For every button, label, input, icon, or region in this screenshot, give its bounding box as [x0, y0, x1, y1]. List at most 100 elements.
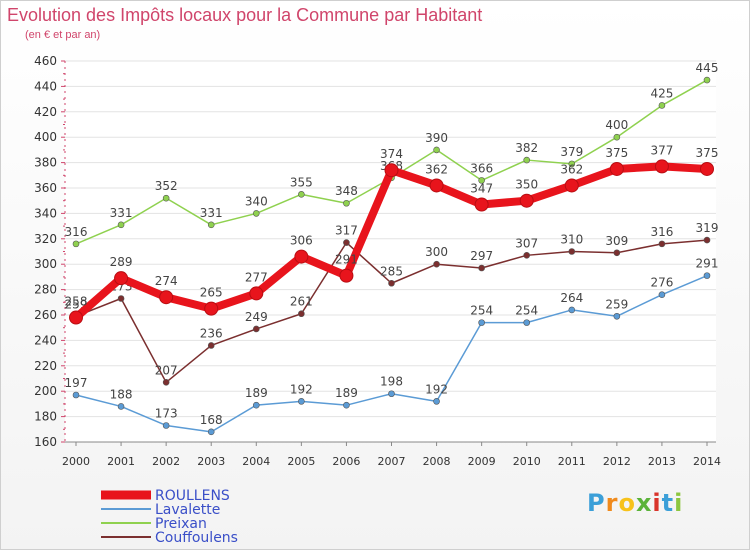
data-point — [478, 319, 485, 326]
data-label: 352 — [155, 179, 178, 193]
data-label: 319 — [696, 221, 719, 235]
x-tick-label: 2012 — [603, 455, 631, 468]
data-point — [388, 390, 395, 398]
x-tick-label: 2006 — [332, 455, 360, 468]
data-label: 377 — [650, 143, 673, 157]
logo-letter: i — [674, 489, 684, 517]
series-roullens: 258 289 274 265 277 306 291 374 362 347 350 362 375 3… — [65, 143, 719, 325]
x-tick-label: 2002 — [152, 455, 180, 468]
data-point — [568, 306, 576, 314]
data-point — [117, 295, 125, 302]
data-label: 310 — [560, 233, 583, 247]
data-label: 249 — [245, 310, 268, 324]
data-point — [343, 199, 350, 207]
data-label: 375 — [605, 146, 628, 160]
y-tick-label: 280 — [34, 283, 57, 297]
legend-label: Couffoulens — [155, 530, 238, 546]
data-point — [433, 146, 440, 154]
data-label: 382 — [515, 141, 538, 155]
x-tick-label: 2008 — [423, 455, 451, 468]
data-point — [429, 178, 444, 193]
data-label: 189 — [245, 386, 268, 400]
y-tick-label: 300 — [34, 257, 57, 271]
y-tick-label: 200 — [34, 384, 57, 398]
data-point — [384, 163, 399, 178]
data-point — [474, 197, 489, 212]
data-point — [72, 391, 80, 399]
data-point — [252, 325, 260, 333]
data-label: 236 — [200, 326, 223, 340]
data-label: 362 — [560, 162, 583, 176]
data-label: 350 — [515, 178, 538, 192]
data-label: 189 — [335, 386, 358, 400]
data-label: 198 — [380, 375, 403, 389]
y-tick-label: 160 — [34, 435, 57, 449]
data-label: 366 — [470, 161, 493, 175]
y-tick-label: 320 — [34, 232, 57, 246]
legend-label: Lavalette — [155, 502, 220, 518]
data-point — [343, 239, 350, 246]
data-point — [204, 301, 219, 316]
x-tick-label: 2000 — [62, 455, 90, 468]
data-point — [388, 279, 395, 287]
y-tick-label: 460 — [34, 54, 57, 68]
data-point — [117, 221, 125, 229]
data-label: 306 — [290, 234, 313, 248]
data-label: 331 — [110, 206, 133, 220]
data-label: 289 — [110, 255, 133, 269]
logo-letter: r — [605, 489, 619, 517]
data-label: 390 — [425, 131, 448, 145]
x-tick-label: 2009 — [468, 455, 496, 468]
x-tick-label: 2013 — [648, 455, 676, 468]
data-point — [162, 194, 170, 202]
data-label: 307 — [515, 236, 538, 250]
series-lavalette: 197 188 173 168 189 192 189 198 192 254 254 264 259 2… — [65, 257, 718, 436]
data-label: 316 — [650, 225, 673, 239]
data-point — [703, 272, 711, 279]
legend-label: ROULLENS — [155, 488, 230, 504]
data-label: 374 — [380, 147, 403, 161]
data-point — [658, 102, 666, 109]
data-label: 258 — [65, 295, 88, 309]
data-point — [339, 268, 354, 283]
data-point — [72, 240, 80, 248]
data-label: 291 — [335, 253, 358, 267]
y-tick-label: 180 — [34, 410, 57, 424]
proxiti-logo: Proxiti — [587, 489, 683, 517]
data-point — [519, 193, 534, 208]
data-point — [609, 161, 624, 176]
data-point — [207, 221, 215, 229]
data-point — [433, 260, 440, 268]
data-point — [613, 133, 621, 141]
y-tick-label: 240 — [34, 333, 57, 347]
data-label: 276 — [650, 276, 673, 290]
y-tick-label: 420 — [34, 105, 57, 119]
data-point — [252, 210, 260, 217]
data-label: 347 — [470, 182, 493, 196]
data-point — [117, 403, 125, 410]
data-label: 400 — [605, 118, 628, 132]
data-point — [658, 291, 666, 298]
x-tick-label: 2005 — [287, 455, 315, 468]
data-label: 317 — [335, 224, 358, 238]
data-label: 168 — [200, 413, 223, 427]
data-point — [613, 249, 621, 257]
data-point — [478, 177, 485, 184]
data-label: 379 — [560, 145, 583, 159]
data-label: 375 — [696, 146, 719, 160]
data-point — [298, 191, 305, 198]
data-label: 261 — [290, 295, 313, 309]
data-label: 277 — [245, 270, 268, 284]
data-point — [249, 286, 264, 301]
chart-subtitle: (en € et par an) — [25, 29, 101, 41]
x-tick-label: 2011 — [558, 455, 586, 468]
y-tick-label: 260 — [34, 308, 57, 322]
data-label: 274 — [155, 274, 178, 288]
data-point — [523, 252, 531, 259]
data-label: 188 — [110, 387, 133, 401]
data-point — [207, 342, 215, 349]
chart-title: Evolution des Impôts locaux pour la Comm… — [7, 5, 483, 25]
logo-letter: o — [618, 489, 636, 517]
